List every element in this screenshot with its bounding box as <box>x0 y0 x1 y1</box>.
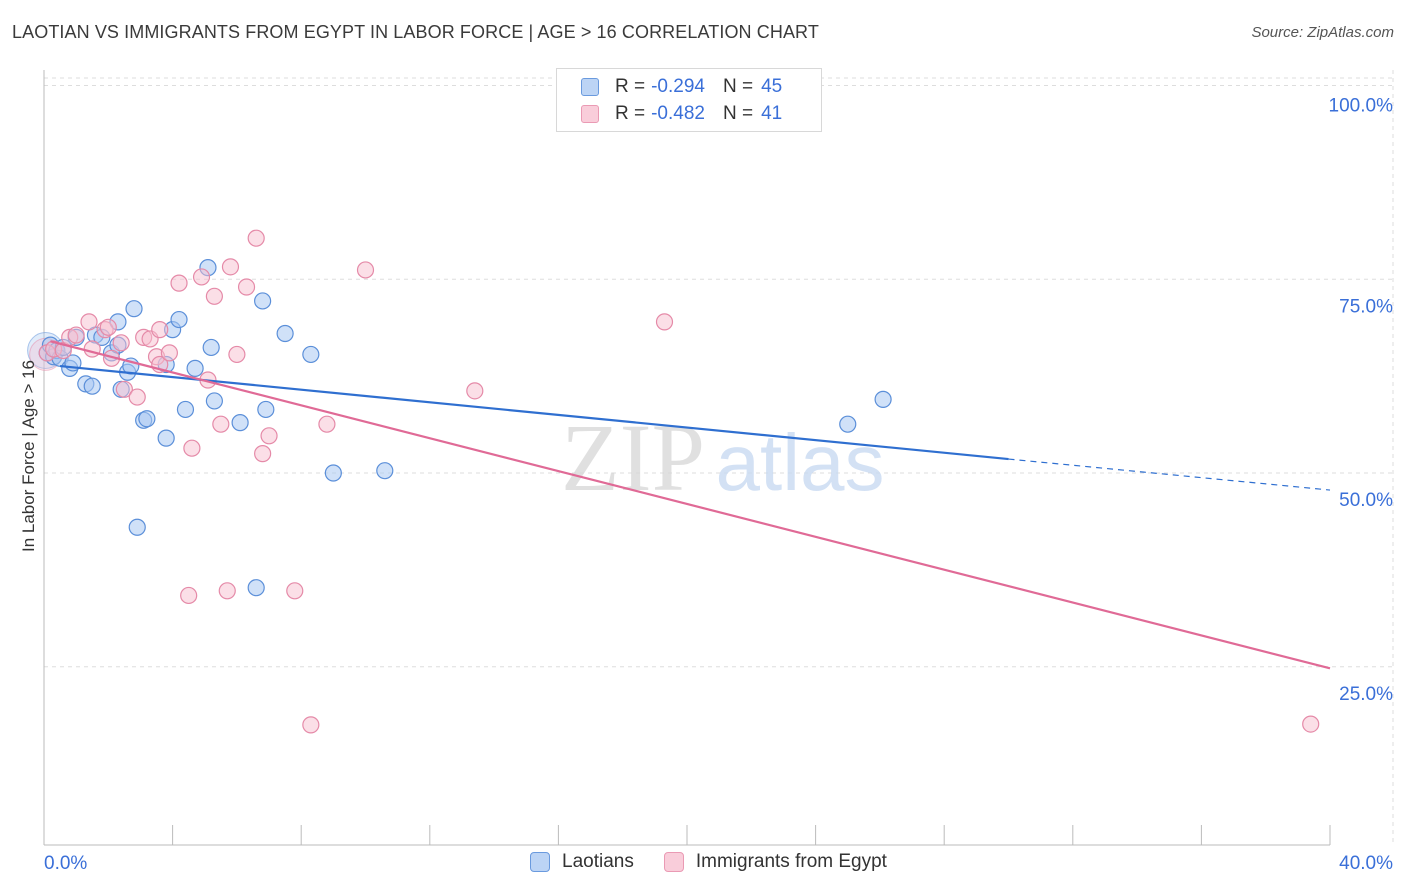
egypt-point <box>254 445 272 463</box>
laotian-point <box>170 310 188 329</box>
egypt-point <box>112 334 130 352</box>
laotian-point <box>128 518 146 536</box>
y-tick-label: 100.0% <box>1329 96 1394 117</box>
laotian-point <box>302 345 320 364</box>
laotian-point <box>376 462 394 480</box>
y-tick-label: 25.0% <box>1339 684 1393 705</box>
n-value: 41 <box>761 103 783 124</box>
egypt-point <box>80 313 98 331</box>
data-points <box>27 229 1320 734</box>
egypt-point <box>466 382 484 400</box>
egypt-point <box>356 261 375 279</box>
egypt-point <box>180 586 198 605</box>
egypt-point <box>218 582 236 600</box>
n-value: 45 <box>761 76 783 97</box>
correlation-legend: R = -0.294 N = 45 R = -0.482 N = 41 <box>556 68 822 132</box>
watermark-zip: ZIP <box>561 404 705 511</box>
r-value: -0.294 <box>651 76 705 97</box>
n-label: N = <box>722 76 754 97</box>
y-tick-label: 50.0% <box>1339 490 1393 511</box>
egypt-point <box>192 268 211 286</box>
egypt-point <box>286 582 304 600</box>
pink-swatch <box>581 105 599 123</box>
laotian-point <box>257 400 275 419</box>
laotian-point <box>138 410 156 428</box>
egypt-point <box>212 415 230 433</box>
egypt-point <box>1302 715 1320 733</box>
egypt-point <box>260 427 278 445</box>
laotian-point <box>125 300 143 318</box>
laotian-point <box>202 338 220 357</box>
egypt-point <box>151 321 169 339</box>
egypt-point <box>228 345 246 364</box>
chart-title: LAOTIAN VS IMMIGRANTS FROM EGYPT IN LABO… <box>12 22 819 42</box>
r-value: -0.482 <box>651 103 705 124</box>
egypt-point <box>115 380 133 398</box>
laotian-point <box>157 429 175 447</box>
egypt-point <box>247 229 265 247</box>
laotian-point <box>231 414 249 432</box>
laotian-point <box>176 400 195 419</box>
egypt-point <box>170 274 188 292</box>
trend-lines <box>50 340 1331 670</box>
legend-label: Laotians <box>562 851 634 872</box>
blue-swatch <box>581 78 599 96</box>
watermark-atlas: atlas <box>716 418 885 507</box>
laotian-point <box>254 292 272 310</box>
axes: 25.0% 50.0% 75.0% 100.0% 0.0% 40.0% <box>43 70 1394 874</box>
legend-item-laotians: Laotians <box>530 851 634 873</box>
laotian-point <box>324 464 342 482</box>
series-legend: Laotians Immigrants from Egypt <box>530 851 917 873</box>
laotian-point <box>186 359 204 377</box>
egypt-point <box>183 439 201 457</box>
legend-row-egypt: R = -0.482 N = 41 <box>581 101 782 127</box>
chart-source: Source: ZipAtlas.com <box>1251 24 1394 41</box>
blue-swatch <box>530 852 550 872</box>
egypt-point <box>221 258 240 276</box>
r-label: R = <box>615 103 646 124</box>
laotian-point <box>874 390 892 408</box>
egypt-point <box>205 287 223 305</box>
egypt-point <box>128 388 146 406</box>
laotian-point <box>839 415 857 433</box>
x-tick-label: 0.0% <box>44 853 87 874</box>
egypt-point <box>67 326 85 344</box>
laotian-trend-line <box>59 364 1009 461</box>
egypt-point <box>655 313 674 331</box>
egypt-point <box>99 318 117 336</box>
laotian-point <box>205 392 223 410</box>
egypt-trend-line <box>50 340 1331 670</box>
laotian-point <box>276 324 294 343</box>
r-label: R = <box>615 76 646 97</box>
x-tick-label: 40.0% <box>1339 853 1393 874</box>
egypt-point <box>83 340 101 358</box>
laotian-point <box>247 579 265 597</box>
laotian-trend-extension <box>1008 458 1331 491</box>
egypt-point <box>160 344 178 362</box>
pink-swatch <box>663 852 684 872</box>
n-label: N = <box>722 103 754 124</box>
egypt-point <box>237 278 256 296</box>
laotian-point <box>83 377 101 395</box>
legend-item-egypt: Immigrants from Egypt <box>663 851 887 873</box>
legend-row-laotians: R = -0.294 N = 45 <box>581 74 782 100</box>
y-axis-label: In Labor Force | Age > 16 <box>19 360 38 552</box>
egypt-point <box>318 415 336 433</box>
y-tick-label: 75.0% <box>1339 296 1393 317</box>
legend-label: Immigrants from Egypt <box>695 851 887 872</box>
egypt-point <box>302 716 320 734</box>
